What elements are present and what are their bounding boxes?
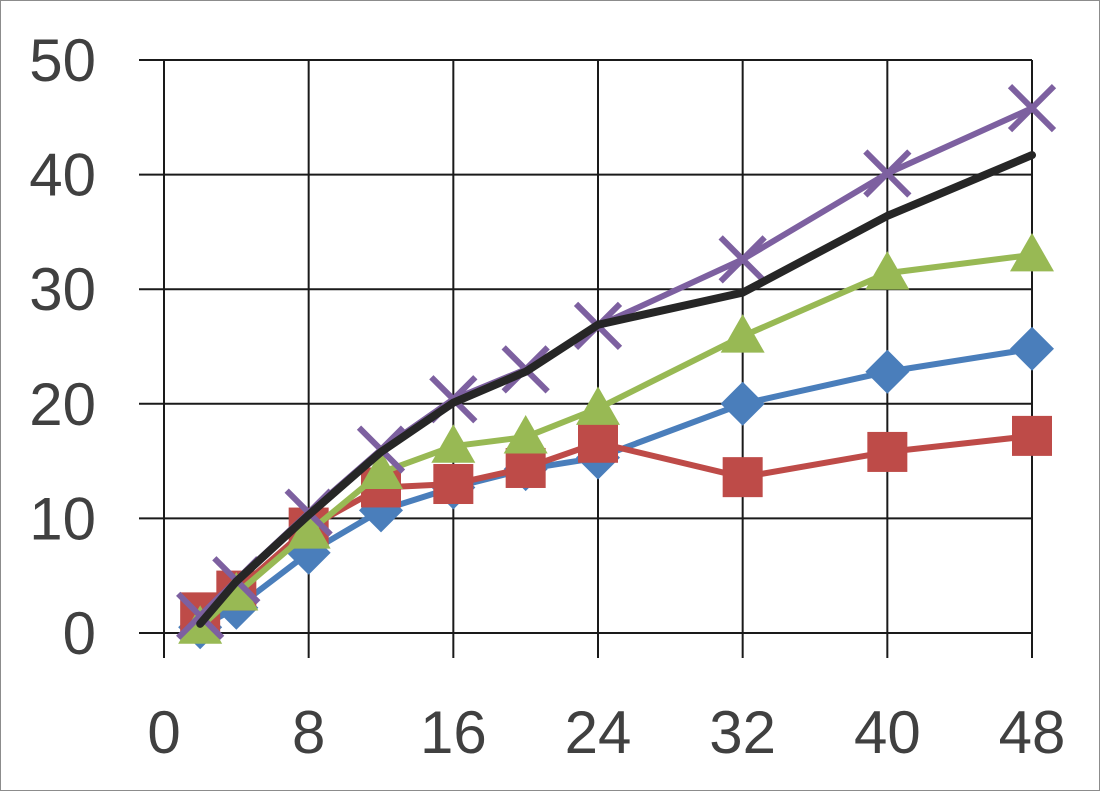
data-point-square [433, 464, 474, 505]
x-stroke [1007, 84, 1057, 133]
data-point-diamond [720, 381, 765, 426]
data-point-triangle [1010, 232, 1054, 272]
x-tick-label: 40 [854, 699, 921, 766]
data-point-square [867, 431, 908, 472]
y-tick-label: 10 [29, 485, 96, 552]
data-point-diamond [865, 349, 910, 394]
y-tick-label: 50 [29, 27, 96, 94]
data-point-triangle [431, 424, 476, 463]
series-line [197, 345, 1035, 631]
series-group [176, 84, 1057, 650]
series-line [197, 432, 1035, 616]
x-tick-label: 48 [999, 699, 1066, 766]
data-point-diamond [1010, 326, 1054, 371]
x-stroke [863, 149, 912, 198]
data-point-triangle [576, 386, 620, 425]
tick-labels: 0 10 20 30 40 50 0 8 16 24 32 40 48 [29, 27, 1065, 766]
y-tick-label: 30 [29, 256, 96, 323]
x-tick-label: 8 [292, 699, 325, 766]
series-5 [196, 151, 1036, 628]
data-point-square [505, 447, 546, 488]
data-point-x [718, 235, 767, 284]
axes [139, 60, 1032, 658]
x-tick-label: 32 [709, 699, 776, 766]
x-tick-label: 0 [147, 699, 180, 766]
data-point-triangle [865, 251, 910, 290]
y-tick-label: 0 [63, 600, 96, 667]
x-tick-label: 16 [420, 699, 487, 766]
grid [139, 59, 1033, 658]
series-line [197, 251, 1035, 631]
data-point-triangle [720, 314, 765, 353]
y-tick-label: 20 [29, 371, 96, 438]
data-point-triangle [214, 572, 259, 611]
data-point-x [1007, 84, 1057, 133]
data-point-triangle [503, 415, 548, 454]
data-point-triangle [359, 450, 403, 490]
x-stroke [718, 235, 767, 284]
data-point-triangle [286, 510, 331, 549]
data-point-x [863, 149, 912, 198]
data-point-square [1012, 415, 1052, 456]
data-point-square [578, 422, 618, 463]
y-tick-label: 40 [29, 142, 96, 209]
series-line [196, 151, 1036, 628]
x-tick-label: 24 [565, 699, 632, 766]
series-3 [178, 232, 1054, 644]
data-point-square [722, 457, 763, 498]
